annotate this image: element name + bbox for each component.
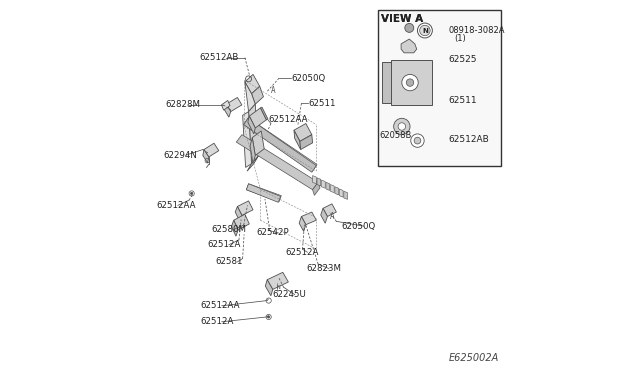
Polygon shape	[246, 184, 280, 202]
Polygon shape	[244, 118, 316, 172]
Circle shape	[268, 316, 270, 318]
Text: 62823M: 62823M	[307, 264, 342, 273]
Polygon shape	[235, 206, 242, 221]
Polygon shape	[326, 182, 330, 190]
Polygon shape	[330, 185, 334, 193]
Text: 62512AB: 62512AB	[199, 53, 239, 62]
Text: 62512AB: 62512AB	[449, 135, 489, 144]
Polygon shape	[266, 280, 273, 296]
Text: 62512AA: 62512AA	[268, 115, 307, 124]
Text: VIEW A: VIEW A	[381, 15, 424, 24]
Polygon shape	[250, 108, 266, 128]
Circle shape	[414, 137, 421, 144]
Text: E625002A: E625002A	[448, 353, 499, 363]
Text: 62512AA: 62512AA	[200, 301, 240, 310]
Polygon shape	[244, 118, 317, 171]
Polygon shape	[401, 39, 417, 53]
Polygon shape	[294, 124, 312, 141]
Polygon shape	[248, 116, 255, 134]
Polygon shape	[317, 178, 321, 186]
Circle shape	[191, 192, 193, 195]
Polygon shape	[252, 86, 264, 104]
Text: 62512A: 62512A	[285, 248, 319, 257]
Polygon shape	[312, 176, 316, 184]
Polygon shape	[321, 180, 325, 188]
Text: A: A	[271, 86, 276, 94]
Bar	[383, 62, 392, 103]
Circle shape	[411, 134, 424, 147]
Text: 62542P: 62542P	[256, 228, 289, 237]
Polygon shape	[234, 214, 250, 230]
Polygon shape	[248, 104, 259, 164]
Bar	[378, 10, 501, 166]
Polygon shape	[225, 104, 231, 117]
Text: 62050Q: 62050Q	[342, 222, 376, 231]
Polygon shape	[301, 212, 316, 225]
Polygon shape	[323, 204, 337, 217]
Text: 62294N: 62294N	[163, 151, 197, 160]
Text: 62511: 62511	[449, 96, 477, 105]
Circle shape	[420, 25, 430, 36]
Circle shape	[394, 118, 410, 135]
Polygon shape	[227, 97, 242, 112]
Text: 62828M: 62828M	[166, 100, 200, 109]
Text: 62581: 62581	[215, 257, 243, 266]
Text: 62050Q: 62050Q	[291, 74, 325, 83]
Polygon shape	[339, 189, 343, 197]
Text: 62512A: 62512A	[200, 317, 234, 326]
Polygon shape	[344, 191, 348, 199]
Circle shape	[417, 23, 433, 38]
Polygon shape	[247, 156, 259, 171]
Polygon shape	[232, 220, 238, 236]
Text: N: N	[422, 28, 428, 33]
Circle shape	[398, 123, 406, 130]
Polygon shape	[237, 201, 253, 215]
Polygon shape	[300, 135, 312, 150]
Polygon shape	[221, 100, 230, 110]
Polygon shape	[335, 187, 339, 195]
Polygon shape	[250, 138, 255, 164]
Polygon shape	[204, 143, 219, 157]
Text: 62580M: 62580M	[211, 225, 246, 234]
Text: (1): (1)	[454, 34, 466, 43]
Polygon shape	[203, 150, 209, 163]
Polygon shape	[312, 182, 320, 195]
Circle shape	[405, 23, 413, 32]
Polygon shape	[294, 130, 301, 150]
Text: 62511: 62511	[308, 99, 335, 108]
Polygon shape	[236, 135, 318, 190]
Text: N: N	[276, 285, 280, 290]
Text: 62525: 62525	[449, 55, 477, 64]
Text: A: A	[330, 212, 335, 221]
Circle shape	[402, 74, 418, 91]
Polygon shape	[245, 74, 260, 94]
Polygon shape	[321, 208, 328, 223]
Bar	[390, 60, 431, 105]
Text: 62512A: 62512A	[207, 240, 240, 249]
Polygon shape	[243, 112, 252, 167]
Polygon shape	[245, 82, 255, 112]
Polygon shape	[299, 217, 306, 231]
Text: VIEW A: VIEW A	[381, 15, 424, 24]
Text: 62245U: 62245U	[273, 290, 307, 299]
Text: 08918-3082A: 08918-3082A	[449, 26, 505, 35]
Text: 62512AA: 62512AA	[156, 201, 196, 210]
Text: 62058B: 62058B	[380, 131, 412, 140]
Polygon shape	[246, 184, 282, 202]
Polygon shape	[260, 107, 268, 120]
Polygon shape	[267, 272, 289, 289]
Polygon shape	[252, 131, 264, 155]
Circle shape	[406, 79, 413, 86]
